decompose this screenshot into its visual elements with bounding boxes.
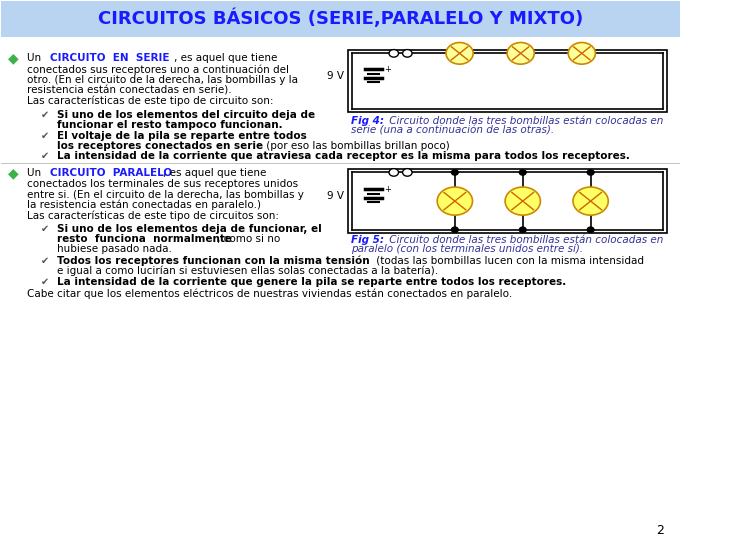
Text: Circuito donde las tres bombillas están colocadas en: Circuito donde las tres bombillas están … <box>386 116 663 126</box>
Circle shape <box>452 227 458 232</box>
Text: , es aquel que tiene: , es aquel que tiene <box>174 53 278 63</box>
Text: funcionar el resto tampoco funcionan.: funcionar el resto tampoco funcionan. <box>57 120 283 130</box>
Circle shape <box>402 50 412 57</box>
Text: Todos los receptores funcionan con la misma tensión: Todos los receptores funcionan con la mi… <box>57 255 369 266</box>
Text: 2: 2 <box>656 524 664 537</box>
Circle shape <box>437 187 473 215</box>
Text: resistencia están conectadas en serie).: resistencia están conectadas en serie). <box>27 85 232 95</box>
Circle shape <box>446 42 474 64</box>
Text: Fig 4:: Fig 4: <box>351 116 384 126</box>
Circle shape <box>568 42 595 64</box>
Text: ◆: ◆ <box>8 51 19 65</box>
Text: Las características de este tipo de circuitos son:: Las características de este tipo de circ… <box>27 211 279 221</box>
Text: ✔: ✔ <box>41 256 49 265</box>
Circle shape <box>402 169 412 176</box>
Text: Un: Un <box>27 53 45 63</box>
Text: , es aquel que tiene: , es aquel que tiene <box>163 169 266 178</box>
Text: conectados los terminales de sus receptores unidos: conectados los terminales de sus recepto… <box>27 180 298 189</box>
Text: El voltaje de la pila se reparte entre todos: El voltaje de la pila se reparte entre t… <box>57 131 307 140</box>
Text: e igual a como lucirían si estuviesen ellas solas conectadas a la batería).: e igual a como lucirían si estuviesen el… <box>57 265 438 276</box>
Circle shape <box>520 227 526 232</box>
Text: Si uno de los elementos deja de funcionar, el: Si uno de los elementos deja de funciona… <box>57 224 322 234</box>
Circle shape <box>452 170 458 175</box>
Text: hubiese pasado nada.: hubiese pasado nada. <box>57 244 172 254</box>
Text: ✔: ✔ <box>41 109 49 120</box>
Text: 9 V: 9 V <box>327 191 345 201</box>
Text: CIRCUITOS BÁSICOS (SERIE,PARALELO Y MIXTO): CIRCUITOS BÁSICOS (SERIE,PARALELO Y MIXT… <box>98 9 583 28</box>
Text: La intensidad de la corriente que atraviesa cada receptor es la misma para todos: La intensidad de la corriente que atravi… <box>57 151 630 161</box>
Text: Cabe citar que los elementos eléctricos de nuestras viviendas están conectados e: Cabe citar que los elementos eléctricos … <box>27 289 512 299</box>
Bar <box>347 50 666 113</box>
Text: serie (una a continuación de las otras).: serie (una a continuación de las otras). <box>351 125 554 135</box>
Text: ✔: ✔ <box>41 224 49 234</box>
Circle shape <box>587 227 594 232</box>
Text: ✔: ✔ <box>41 131 49 140</box>
Text: Las características de este tipo de circuito son:: Las características de este tipo de circ… <box>27 96 273 106</box>
Text: CIRCUITO  EN  SERIE: CIRCUITO EN SERIE <box>51 53 170 63</box>
Text: Si uno de los elementos del circuito deja de: Si uno de los elementos del circuito dej… <box>57 109 315 120</box>
Text: , como si no: , como si no <box>217 234 281 244</box>
Text: Circuito donde las tres bombillas están colocadas en: Circuito donde las tres bombillas están … <box>386 234 663 244</box>
Text: resto  funciona  normalmente: resto funciona normalmente <box>57 234 232 244</box>
Text: +: + <box>384 65 391 74</box>
Text: los receptores conectados en serie: los receptores conectados en serie <box>57 141 263 151</box>
Circle shape <box>520 170 526 175</box>
Text: otro. (En el circuito de la derecha, las bombillas y la: otro. (En el circuito de la derecha, las… <box>27 75 298 85</box>
Text: ✔: ✔ <box>41 277 49 287</box>
Text: la resistencia están conectadas en paralelo.): la resistencia están conectadas en paral… <box>27 200 261 210</box>
Text: CIRCUITO  PARALELO: CIRCUITO PARALELO <box>51 169 172 178</box>
FancyBboxPatch shape <box>1 2 680 36</box>
Text: conectados sus receptores uno a continuación del: conectados sus receptores uno a continua… <box>27 64 290 75</box>
Circle shape <box>389 169 399 176</box>
Text: paralelo (con los terminales unidos entre sí).: paralelo (con los terminales unidos entr… <box>351 244 583 254</box>
Text: (por eso las bombillas brillan poco): (por eso las bombillas brillan poco) <box>262 141 449 151</box>
Circle shape <box>505 187 540 215</box>
Circle shape <box>587 170 594 175</box>
Text: +: + <box>384 185 391 194</box>
Text: entre si. (En el circuito de la derecha, las bombillas y: entre si. (En el circuito de la derecha,… <box>27 190 304 200</box>
Text: ✔: ✔ <box>41 151 49 161</box>
Bar <box>347 169 666 233</box>
Text: La intensidad de la corriente que genere la pila se reparte entre todos los rece: La intensidad de la corriente que genere… <box>57 277 567 287</box>
Text: ◆: ◆ <box>8 166 19 181</box>
Circle shape <box>573 187 608 215</box>
Circle shape <box>507 42 534 64</box>
Circle shape <box>389 50 399 57</box>
Text: Un: Un <box>27 169 45 178</box>
Text: 9 V: 9 V <box>327 71 345 81</box>
Text: (todas las bombillas lucen con la misma intensidad: (todas las bombillas lucen con la misma … <box>373 256 644 265</box>
Text: Fig 5:: Fig 5: <box>351 234 384 244</box>
